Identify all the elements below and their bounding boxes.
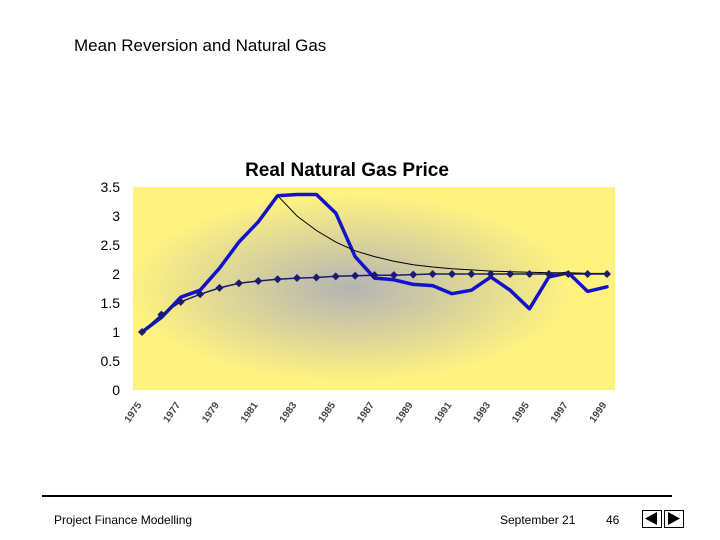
trend-point-marker <box>273 275 282 284</box>
trend-point-marker <box>176 297 185 306</box>
y-tick-label: 2 <box>112 266 120 282</box>
footer-course-title: Project Finance Modelling <box>54 513 193 527</box>
natural-gas-price-chart: Real Natural Gas Price 00.511.522.533.5 … <box>101 160 615 425</box>
footer-date: September 21 <box>500 513 576 527</box>
triangle-right-icon <box>668 512 680 525</box>
trend-point-marker <box>467 270 476 278</box>
x-tick-label: 1983 <box>278 400 300 425</box>
x-tick-label: 1997 <box>549 400 571 425</box>
y-tick-label: 0.5 <box>101 353 121 369</box>
trend-point-marker <box>564 270 573 278</box>
trend-point-marker <box>583 270 592 278</box>
y-tick-label: 1 <box>112 324 120 340</box>
slide-title: Mean Reversion and Natural Gas <box>74 36 327 55</box>
y-tick-label: 3.5 <box>101 179 121 195</box>
trend-point-marker <box>486 270 495 278</box>
trend-point-marker <box>409 270 418 279</box>
trend-point-marker <box>293 274 301 283</box>
y-tick-label: 3 <box>112 208 120 224</box>
chart-title: Real Natural Gas Price <box>245 160 449 181</box>
y-axis: 0 0.5 1 1.5 2 2.5 3 3.5 <box>101 179 121 398</box>
series-layer <box>138 192 611 336</box>
page-number: 46 <box>606 513 620 527</box>
plot-area <box>133 187 615 390</box>
trend-point-marker <box>312 273 321 282</box>
trend-point-marker <box>389 271 398 280</box>
x-tick-label: 1977 <box>161 400 183 425</box>
trend-point-marker <box>234 279 243 288</box>
trend-point-marker <box>254 276 263 285</box>
trend-point-marker <box>351 271 360 280</box>
trend-point-marker <box>157 310 166 319</box>
trend-point-marker <box>506 270 515 278</box>
x-axis: 1975 1977 1979 1981 1983 1985 1987 1989 1991 1993… <box>123 400 610 425</box>
trend-point-marker <box>525 270 534 278</box>
trend-point-marker <box>138 328 146 336</box>
next-slide-button[interactable] <box>664 510 684 528</box>
x-tick-label: 1985 <box>316 400 338 425</box>
trend-point-marker <box>331 272 340 281</box>
chart-frame: Real Natural Gas Price 0 0.5 1 1.5 2 2.5 3 3.5 … <box>80 143 615 435</box>
trend-point-marker <box>544 270 553 278</box>
footer-divider <box>42 495 672 497</box>
x-tick-label: 1981 <box>239 400 261 425</box>
x-tick-label: 1979 <box>200 400 222 425</box>
x-tick-label: 1991 <box>433 400 455 425</box>
x-tick-label: 1995 <box>510 400 532 425</box>
x-tick-label: 1989 <box>394 400 416 425</box>
trend-point-marker <box>370 271 379 280</box>
trend-point-marker <box>603 270 611 278</box>
trend-point-marker <box>196 290 205 299</box>
y-tick-label: 1.5 <box>101 295 121 311</box>
y-tick-label: 2.5 <box>101 237 121 253</box>
trend-point-marker <box>448 270 456 278</box>
x-tick-label: 1987 <box>355 400 377 425</box>
x-tick-label: 1993 <box>471 400 493 425</box>
x-tick-label: 1999 <box>588 400 610 425</box>
previous-slide-button[interactable] <box>642 510 662 528</box>
x-tick-label: 1975 <box>123 400 145 425</box>
triangle-left-icon <box>645 512 657 525</box>
trend-point-marker <box>215 283 224 292</box>
trend-point-marker <box>428 270 437 278</box>
y-tick-label: 0 <box>112 382 120 398</box>
series-mean-reversion-line <box>277 195 607 274</box>
